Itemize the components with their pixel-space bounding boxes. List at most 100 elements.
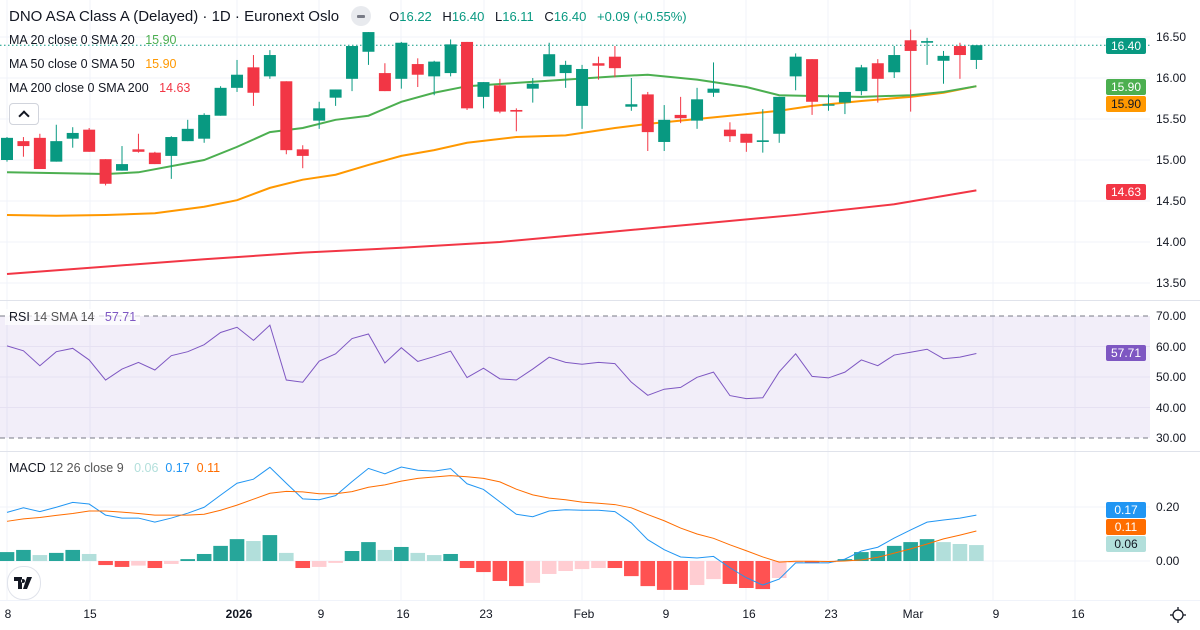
- price-pane: [0, 29, 1150, 275]
- candle-body: [723, 129, 736, 137]
- candle-body: [970, 45, 983, 60]
- macd-histogram-bar: [558, 561, 573, 571]
- candle-body: [181, 128, 194, 142]
- candle-body: [83, 129, 96, 152]
- macd-histogram-bar: [574, 561, 590, 570]
- candle-body: [99, 159, 112, 184]
- tradingview-logo[interactable]: [7, 566, 41, 600]
- collapse-indicators-button[interactable]: [9, 103, 39, 125]
- macd-line: [6, 466, 977, 586]
- time-label: 16: [1071, 607, 1085, 621]
- macd-histogram-bar: [246, 541, 261, 561]
- candle-body: [888, 55, 901, 73]
- price-tick-label: 15.00: [1156, 153, 1187, 167]
- candle-body: [953, 46, 966, 56]
- macd-histogram-bar: [65, 549, 81, 561]
- macd-histogram-bar: [98, 561, 113, 566]
- ma50-value: 15.90: [145, 57, 177, 71]
- candle-body: [1, 137, 13, 160]
- macd-histogram-bar: [804, 561, 820, 563]
- macd-histogram-bar: [426, 555, 442, 561]
- macd-histogram-bar: [459, 561, 475, 569]
- macd-histogram-bar: [213, 545, 228, 561]
- candle-body: [608, 56, 621, 69]
- macd-tag: 0.17: [1106, 502, 1146, 518]
- legend-rsi[interactable]: RSI 14 SMA 14 57.71: [5, 309, 141, 325]
- grid: [0, 0, 1200, 601]
- candle-body: [838, 91, 851, 103]
- rsi-label: RSI: [9, 310, 30, 324]
- macd-histogram-bar: [131, 561, 146, 566]
- candle-body: [66, 132, 79, 139]
- candle-body: [822, 104, 835, 106]
- candle-body: [411, 64, 424, 75]
- ohlc-readout: O16.22 H16.40 L16.11 C16.40 +0.09 (+0.55…: [389, 9, 693, 24]
- rsi-tag: 57.71: [1106, 345, 1146, 361]
- candle-body: [871, 63, 884, 79]
- signal-line: [6, 475, 977, 563]
- macd-histogram-bar: [624, 561, 639, 577]
- macd-histogram-bar: [311, 561, 327, 567]
- time-label: 9: [992, 607, 1000, 621]
- time-label: 15: [83, 607, 97, 621]
- candle-body: [214, 87, 227, 116]
- macd-histogram-bar: [48, 552, 64, 561]
- macd-histogram-bar: [114, 561, 130, 567]
- signal-tag: 0.11: [1106, 519, 1146, 535]
- candle-body: [756, 140, 769, 142]
- rsi-tick-label: 60.00: [1156, 339, 1187, 354]
- collapse-legend-button[interactable]: [351, 6, 372, 26]
- macd-histogram-bar: [673, 561, 688, 590]
- macd-histogram-bar: [196, 553, 212, 561]
- macd-histogram-bar: [262, 535, 278, 561]
- price-tick-label: 14.00: [1156, 235, 1187, 249]
- macd-histogram-bar: [525, 561, 541, 583]
- macd-histogram-bar: [755, 561, 771, 590]
- close-label: C: [544, 8, 554, 24]
- settings-gear-icon[interactable]: [1169, 606, 1187, 624]
- macd-histogram-bar: [229, 539, 245, 561]
- price-tick-label: 15.50: [1156, 112, 1187, 126]
- symbol-title[interactable]: DNO ASA Class A (Delayed) · 1D · Euronex…: [9, 7, 340, 25]
- candle-body: [395, 42, 408, 79]
- candle-body: [641, 94, 654, 133]
- legend-ma50[interactable]: MA 50 close 0 SMA 50 15.90: [9, 57, 176, 71]
- candle-body: [428, 61, 441, 77]
- macd-hist-value: 0.06: [134, 461, 159, 475]
- candle-body: [773, 96, 786, 134]
- last-price-tag: 16.40: [1106, 38, 1146, 54]
- legend-ma200[interactable]: MA 200 close 0 SMA 200 14.63: [9, 81, 190, 95]
- price-tick-label: 13.50: [1156, 276, 1187, 290]
- candle-body: [576, 68, 589, 106]
- candle-body: [510, 109, 523, 112]
- candle-body: [247, 67, 260, 93]
- candle-body: [658, 119, 671, 142]
- time-label: Mar: [902, 607, 924, 621]
- candle-body: [231, 74, 244, 88]
- macd-histogram-bar: [16, 549, 31, 561]
- change-value: +0.09 (+0.55%): [596, 8, 687, 24]
- time-label: 23: [824, 607, 838, 621]
- macd-histogram-bar: [328, 561, 343, 563]
- macd-histogram-bar: [394, 546, 409, 561]
- candle-body: [904, 40, 917, 51]
- time-label: 23: [479, 607, 493, 621]
- hist-tag: 0.06: [1106, 536, 1146, 552]
- macd-tick-label: 0.00: [1156, 554, 1180, 568]
- macd-histogram-bar: [788, 561, 803, 563]
- low-value: 16.11: [502, 8, 534, 24]
- ma20-value: 15.90: [145, 33, 177, 47]
- candle-body: [132, 149, 145, 152]
- candle-body: [526, 83, 539, 89]
- macd-histogram-bar: [147, 561, 163, 569]
- legend-ma20[interactable]: MA 20 close 0 SMA 20 15.90: [9, 33, 176, 47]
- legend-macd[interactable]: MACD 12 26 close 9 0.06 0.17 0.11: [9, 461, 220, 475]
- macd-histogram-bar: [492, 561, 508, 581]
- open-label: O: [389, 8, 400, 24]
- macd-histogram-bar: [969, 545, 984, 561]
- macd-histogram-bar: [591, 561, 606, 569]
- chart-header: DNO ASA Class A (Delayed) · 1D · Euronex…: [9, 6, 694, 26]
- candle-body: [116, 164, 129, 171]
- macd-histogram-bar: [344, 551, 360, 561]
